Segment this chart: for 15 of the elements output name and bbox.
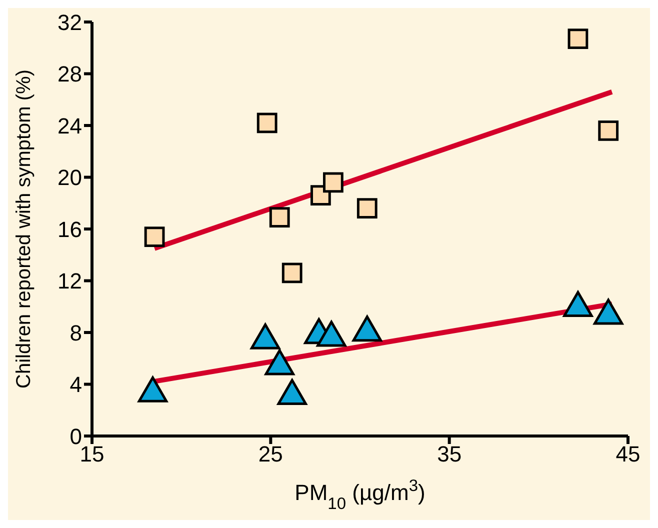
y-tick-label: 8 <box>70 320 82 346</box>
y-axis-title: Children reported with symptom (%) <box>13 70 35 388</box>
y-tick-label: 20 <box>58 165 82 190</box>
y-tick-label: 0 <box>70 424 82 449</box>
x-tick-label: 15 <box>80 442 104 467</box>
y-tick-label: 4 <box>70 372 82 398</box>
x-tick-label: 45 <box>616 442 640 467</box>
x-axis-title: PM$_{10}$ (µg/m$^{3}$) <box>294 477 426 513</box>
y-tick-label: 28 <box>58 62 82 87</box>
x-tick-label: 35 <box>437 442 462 467</box>
y-tick-label: 32 <box>58 10 82 35</box>
y-tick-label: 12 <box>58 268 82 294</box>
y-tick-label: 16 <box>58 216 82 242</box>
y-tick-label: 24 <box>58 113 82 138</box>
x-tick-label: 25 <box>258 442 283 467</box>
